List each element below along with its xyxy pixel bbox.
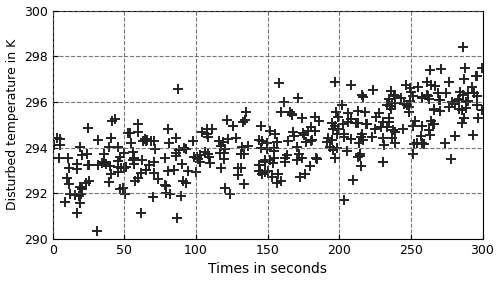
X-axis label: Times in seconds: Times in seconds — [208, 263, 327, 276]
Y-axis label: Disturbed temperature in K: Disturbed temperature in K — [6, 39, 18, 210]
